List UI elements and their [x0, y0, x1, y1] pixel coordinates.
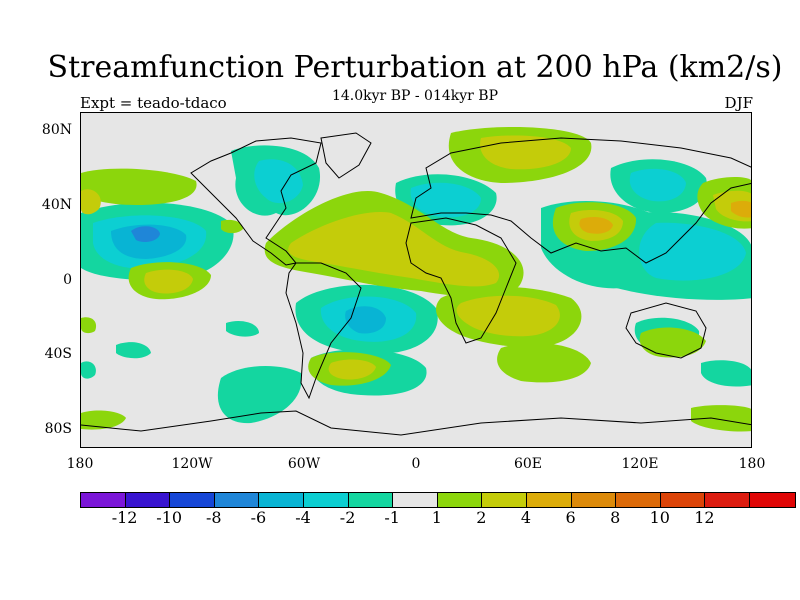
region-neg1-small-b: [116, 342, 151, 359]
region-neg1-s-pacific-east: [701, 360, 751, 387]
region-neg1-south-pacific: [217, 366, 302, 424]
region-pos1-southern-east: [691, 405, 751, 432]
colorbar-label: -8: [206, 508, 222, 527]
colorbar-label: -12: [111, 508, 138, 527]
region-pos1-s-atlantic: [497, 343, 591, 383]
region-pos2-atlantic: [288, 212, 500, 287]
colorbar-box: [214, 493, 260, 507]
region-neg6-pacific: [131, 226, 160, 242]
lat-label-80n: 80N: [41, 122, 72, 138]
lon-label-180e: 180: [738, 456, 766, 472]
region-neg4-samerica: [345, 306, 386, 334]
colorbar-box: [526, 493, 572, 507]
region-neg1-small-a: [226, 321, 259, 337]
region-pos1-small-b: [81, 317, 97, 334]
coast-australia: [625, 302, 707, 359]
colorbar-label: -10: [156, 508, 183, 527]
negative-regions: [81, 145, 751, 424]
lon-label-120w: 120W: [171, 456, 213, 472]
region-pos1-npacific: [81, 168, 197, 205]
colorbar-box: [705, 493, 750, 507]
lon-label-180w: 180: [66, 456, 94, 472]
coast-north-america: [190, 137, 322, 266]
colorbar-label: -6: [250, 508, 267, 527]
colorbar-box: [259, 493, 304, 507]
colorbar: [80, 492, 796, 508]
coast-south-america: [285, 262, 362, 400]
region-pos4-tibet: [579, 217, 613, 234]
colorbar-label: 1: [431, 508, 442, 527]
coastlines: [81, 132, 751, 436]
coast-africa: [405, 217, 517, 344]
region-pos2-s-pacific: [328, 359, 376, 380]
lon-label-60e: 60E: [513, 456, 543, 472]
coast-greenland: [320, 132, 372, 179]
colorbar-box: [393, 493, 438, 507]
colorbar-label: -2: [339, 508, 356, 527]
map-subtitle: 14.0kyr BP - 014kyr BP: [331, 88, 498, 104]
region-pos4-nw-pacific: [731, 200, 751, 218]
lat-label-80s: 80S: [44, 421, 72, 437]
colorbar-box: [81, 493, 126, 507]
region-pos1-s-indian: [639, 327, 706, 358]
colorbar-box: [303, 493, 349, 507]
colorbar-label: 12: [694, 508, 715, 527]
region-pos1-southern-west: [81, 410, 126, 430]
colorbar-box: [616, 493, 661, 507]
colorbar-label: 6: [565, 508, 576, 527]
colorbar-label: 4: [520, 508, 532, 527]
colorbar-box: [170, 493, 215, 507]
lat-label-0: 0: [63, 272, 72, 288]
lon-label-120e: 120E: [621, 456, 659, 472]
region-pos1-small-a: [221, 219, 243, 234]
region-neg2-canada: [254, 159, 303, 204]
colorbar-box: [437, 493, 483, 507]
positive-regions: [81, 127, 751, 432]
region-pos2-africa: [456, 295, 560, 337]
region-neg1-small-c: [81, 361, 96, 379]
region-neg2-eastasia: [629, 168, 686, 202]
lat-label-40n: 40N: [41, 197, 72, 213]
colorbar-label: 10: [649, 508, 670, 527]
map-title: Streamfunction Perturbation at 200 hPa (…: [47, 50, 783, 85]
map-canvas: [81, 127, 751, 436]
region-neg4-pacific: [111, 224, 187, 259]
region-neg2-europe: [410, 182, 481, 218]
colorbar-box: [571, 493, 617, 507]
lon-label-0: 0: [411, 456, 421, 472]
colorbar-label: 8: [610, 508, 621, 527]
region-pos2-c-pacific: [144, 269, 193, 294]
region-pos2-npacific: [81, 189, 101, 215]
colorbar-box: [348, 493, 394, 507]
coast-antarctica: [81, 410, 751, 436]
region-neg2-westpacific: [639, 222, 746, 281]
colorbar-label: -1: [384, 508, 400, 527]
coast-eurasia: [410, 137, 751, 264]
map-panel: [80, 112, 752, 448]
experiment-label: Expt = teado-tdaco: [80, 94, 227, 112]
colorbar-label: 2: [476, 508, 487, 527]
colorbar-box: [660, 493, 706, 507]
colorbar-label: -4: [295, 508, 311, 527]
colorbar-box: [482, 493, 527, 507]
region-pos2-arctic: [480, 135, 571, 170]
colorbar-box: [749, 493, 795, 507]
lon-label-60w: 60W: [287, 456, 321, 472]
season-label: DJF: [724, 94, 753, 112]
colorbar-box: [125, 493, 171, 507]
lat-label-40s: 40S: [44, 346, 72, 362]
